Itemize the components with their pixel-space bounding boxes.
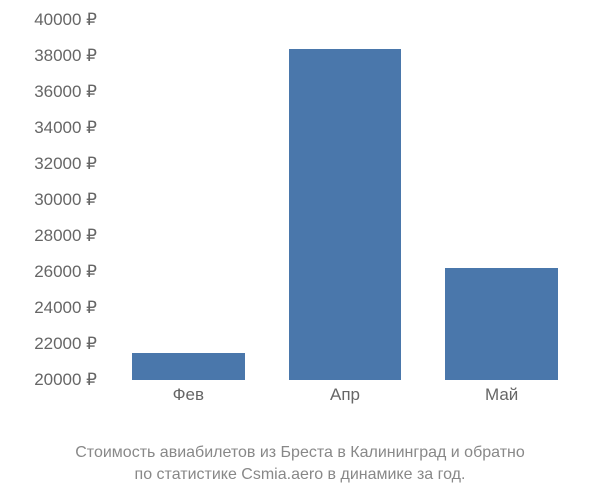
plot-area	[110, 20, 580, 380]
x-tick-label: Апр	[330, 385, 360, 405]
x-tick-label: Фев	[173, 385, 204, 405]
y-tick-label: 38000 ₽	[34, 46, 97, 66]
y-tick-label: 24000 ₽	[34, 298, 97, 318]
y-tick-label: 30000 ₽	[34, 190, 97, 210]
y-tick-label: 20000 ₽	[34, 370, 97, 390]
y-tick-label: 40000 ₽	[34, 10, 97, 30]
bar	[445, 268, 558, 380]
bar	[132, 353, 245, 380]
caption-line-2: по статистике Csmia.aero в динамике за г…	[135, 466, 466, 483]
x-tick-label: Май	[485, 385, 518, 405]
price-bar-chart: 20000 ₽ 22000 ₽ 24000 ₽ 26000 ₽ 28000 ₽ 30000…	[10, 10, 590, 440]
y-tick-label: 28000 ₽	[34, 226, 97, 246]
y-tick-label: 26000 ₽	[34, 262, 97, 282]
y-tick-label: 36000 ₽	[34, 82, 97, 102]
y-tick-label: 22000 ₽	[34, 334, 97, 354]
x-axis: Фев Апр Май	[110, 385, 580, 415]
chart-caption: Стоимость авиабилетов из Бреста в Калини…	[0, 442, 600, 487]
y-tick-label: 32000 ₽	[34, 154, 97, 174]
caption-line-1: Стоимость авиабилетов из Бреста в Калини…	[75, 444, 525, 461]
y-tick-label: 34000 ₽	[34, 118, 97, 138]
bar	[289, 49, 402, 380]
y-axis: 20000 ₽22000 ₽24000 ₽26000 ₽28000 ₽30000…	[10, 20, 105, 380]
